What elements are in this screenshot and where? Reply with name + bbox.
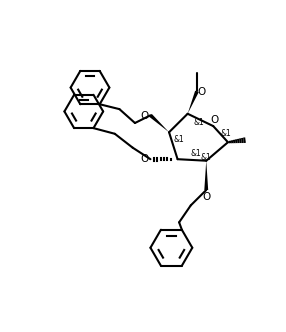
Text: &1: &1	[194, 118, 204, 127]
Text: O: O	[141, 111, 149, 121]
Text: &1: &1	[191, 149, 202, 158]
Text: O: O	[210, 115, 218, 124]
Polygon shape	[204, 161, 208, 190]
Text: &1: &1	[220, 129, 231, 138]
Text: &1: &1	[200, 153, 211, 162]
Text: O: O	[141, 154, 149, 164]
Text: &1: &1	[174, 135, 184, 144]
Polygon shape	[149, 114, 169, 132]
Text: O: O	[198, 87, 206, 97]
Polygon shape	[188, 91, 199, 114]
Text: O: O	[202, 192, 210, 202]
